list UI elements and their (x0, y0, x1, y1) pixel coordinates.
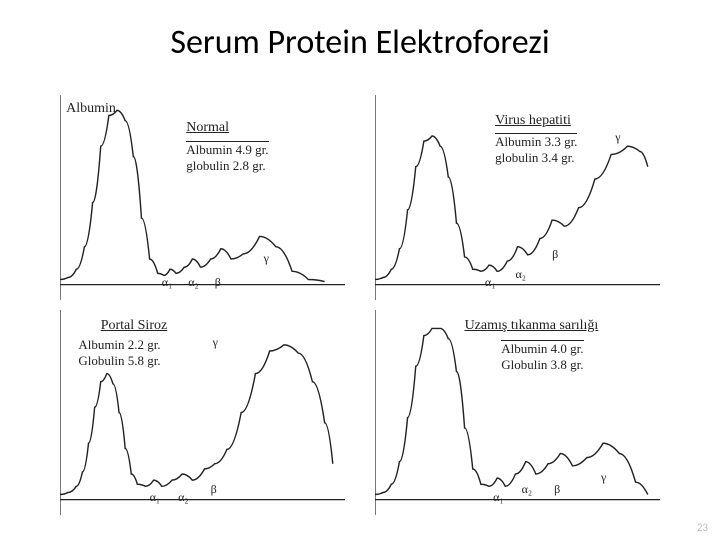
curve-normal (60, 110, 325, 281)
panel-uzamis-values: Albumin 4.0 gr. Globulin 3.8 gr. (501, 339, 583, 374)
albumin-value: Albumin 4.0 gr. (501, 341, 583, 356)
panel-portal-title: Portal Siroz (101, 318, 168, 334)
panel-portal: Portal Siroz Albumin 2.2 gr. Globulin 5.… (60, 310, 345, 515)
label-b: β (554, 482, 560, 497)
label-a1: α₁ (493, 490, 503, 505)
panel-virus-title: Virus hepatiti (495, 113, 571, 129)
panel-virus-values: Albumin 3.3 gr. globulin 3.4 gr. (495, 132, 577, 167)
page-number: 23 (697, 521, 708, 534)
globulin-value: Globulin 3.8 gr. (501, 357, 583, 372)
panel-uzamis: Uzamış tıkanma sarılığı Albumin 4.0 gr. … (375, 310, 660, 515)
panel-normal: Albumin Normal Albumin 4.9 gr. globulin … (60, 95, 345, 300)
panel-portal-values: Albumin 2.2 gr. Globulin 5.8 gr. (78, 337, 160, 370)
label-gamma-suffix: γ (615, 130, 620, 145)
label-a2: α₂ (178, 490, 188, 505)
label-gamma-suffix: γ (213, 335, 218, 350)
label-a2: α₂ (522, 482, 532, 497)
globulin-value: globulin 2.8 gr. (186, 158, 265, 173)
panel-normal-title: Normal (186, 120, 229, 136)
panel-normal-values: Albumin 4.9 gr. globulin 2.8 gr. (186, 140, 268, 175)
label-a1: α₁ (162, 275, 172, 290)
albumin-value: Albumin 3.3 gr. (495, 134, 577, 149)
label-b: β (211, 482, 217, 497)
label-b: β (215, 275, 221, 290)
albumin-value: Albumin 4.9 gr. (186, 142, 268, 157)
label-a2: α₂ (515, 267, 525, 282)
label-a1: α₁ (150, 490, 160, 505)
label-a1: α₁ (485, 275, 495, 290)
albumin-peak-label: Albumin (66, 101, 116, 117)
panel-virus: Virus hepatiti Albumin 3.3 gr. globulin … (375, 95, 660, 300)
label-g: γ (264, 251, 269, 266)
label-g: γ (601, 470, 606, 485)
page-title: Serum Protein Elektroforezi (0, 22, 720, 63)
globulin-value: globulin 3.4 gr. (495, 150, 574, 165)
globulin-value: Globulin 5.8 gr. (78, 353, 160, 368)
albumin-value: Albumin 2.2 gr. (78, 337, 160, 352)
label-b: β (552, 247, 558, 262)
panel-uzamis-title: Uzamış tıkanma sarılığı (465, 318, 599, 334)
label-a2: α₂ (188, 275, 198, 290)
chart-grid: Albumin Normal Albumin 4.9 gr. globulin … (60, 95, 660, 515)
